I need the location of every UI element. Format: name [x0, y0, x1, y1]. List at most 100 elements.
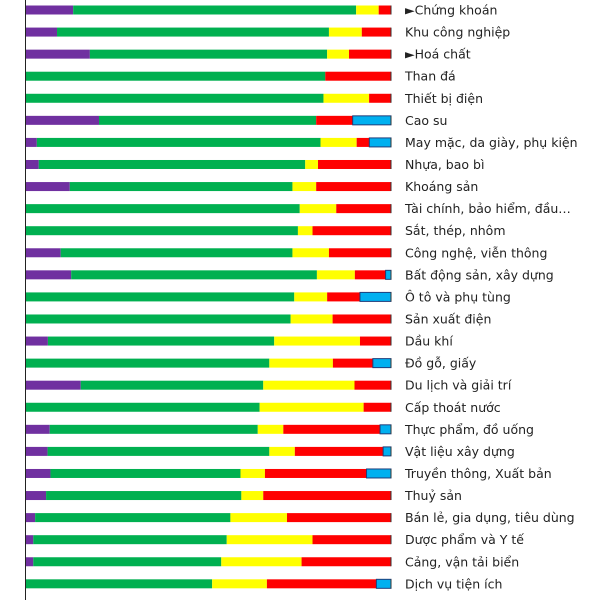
bar-segment-may-mac-da-giay-phu-kien-2	[320, 137, 357, 147]
bar-segment-vat-lieu-xay-dung-3	[294, 446, 384, 456]
bar-segment-khoang-san-3	[316, 182, 392, 192]
bar-segment-hoa-chat-1	[89, 49, 328, 59]
bar-segment-dich-vu-tien-ich-1	[26, 579, 213, 589]
bar-segment-cang-van-tai-bien-2	[221, 557, 302, 567]
category-label-duoc-pham-va-y-te: Dược phẩm và Y tế	[405, 532, 524, 547]
bar-segment-cong-nghe-vien-thong-2	[292, 248, 329, 258]
bar-segment-cap-thoat-nuoc-3	[363, 402, 392, 412]
bar-segment-ban-le-gia-dung-tieu-dung-3	[286, 513, 391, 523]
bar-segment-o-to-va-phu-tung-1	[26, 292, 295, 302]
bar-segment-duoc-pham-va-y-te-1	[33, 535, 227, 545]
bar-segment-duoc-pham-va-y-te-2	[226, 535, 313, 545]
bar-segment-cong-nghe-vien-thong-3	[328, 248, 391, 258]
category-label-ban-le-gia-dung-tieu-dung: Bán lẻ, gia dụng, tiêu dùng	[405, 510, 575, 525]
bar-segment-nhua-bao-bi-1	[38, 159, 306, 169]
bar-segment-chung-khoan-3	[378, 5, 391, 15]
bar-segment-chung-khoan-0	[26, 5, 74, 15]
bar-segment-o-to-va-phu-tung-3	[327, 292, 360, 302]
bar-segment-truyen-thong-xuat-ban-0	[26, 468, 51, 478]
bar-segment-cong-nghe-vien-thong-1	[60, 248, 293, 258]
bar-segment-cap-thoat-nuoc-2	[259, 402, 364, 412]
bar-segment-bat-dong-san-xay-dung-0	[26, 270, 72, 280]
bar-segment-dau-khi-1	[47, 336, 275, 346]
bar-segment-sat-thep-nhom-3	[312, 226, 391, 236]
bar-segment-ban-le-gia-dung-tieu-dung-0	[26, 513, 36, 523]
bar-segment-thiet-bi-dien-2	[323, 93, 370, 103]
category-label-cap-thoat-nuoc: Cấp thoát nước	[405, 400, 501, 415]
bar-segment-tai-chinh-bao-hiem-dau-2	[299, 204, 337, 214]
category-label-hoa-chat: ►Hoá chất	[405, 47, 471, 62]
bar-segment-nhua-bao-bi-3	[318, 159, 391, 169]
bar-segment-do-go-giay-2	[269, 358, 333, 368]
category-label-do-go-giay: Đồ gỗ, giấy	[405, 356, 477, 371]
category-label-thuy-san: Thuỷ sản	[404, 488, 462, 503]
bar-segment-cao-su-3	[316, 115, 353, 125]
bar-segment-khoang-san-0	[26, 182, 70, 192]
category-label-chung-khoan: ►Chứng khoán	[405, 3, 497, 18]
bar-segment-ban-le-gia-dung-tieu-dung-2	[230, 513, 287, 523]
category-label-tai-chinh-bao-hiem-dau: Tài chính, bảo hiểm, đầu…	[404, 201, 571, 216]
bar-segment-dich-vu-tien-ich-2	[212, 579, 267, 589]
bar-segment-dau-khi-3	[359, 336, 391, 346]
bar-segment-du-lich-va-giai-tri-1	[80, 380, 264, 390]
bar-segment-thuc-pham-do-uong-1	[49, 424, 258, 434]
category-label-bat-dong-san-xay-dung: Bất động sản, xây dựng	[405, 267, 554, 282]
bar-segment-may-mac-da-giay-phu-kien-4	[368, 137, 392, 148]
bar-segment-cong-nghe-vien-thong-0	[26, 248, 61, 258]
bar-segment-cao-su-0	[26, 115, 99, 125]
bar-segment-thiet-bi-dien-1	[26, 93, 324, 103]
bar-segment-vat-lieu-xay-dung-4	[382, 446, 392, 457]
bar-segment-cang-van-tai-bien-3	[301, 557, 391, 567]
bar-segment-khu-cong-nghiep-2	[328, 27, 362, 37]
category-label-than-da: Than đá	[404, 69, 456, 84]
category-label-vat-lieu-xay-dung: Vật liệu xây dựng	[405, 444, 515, 459]
bar-segment-may-mac-da-giay-phu-kien-3	[356, 137, 370, 147]
bar-segment-may-mac-da-giay-phu-kien-0	[26, 137, 37, 147]
bar-segment-thuy-san-3	[263, 491, 391, 501]
bar-segment-truyen-thong-xuat-ban-2	[240, 468, 265, 478]
bar-segment-vat-lieu-xay-dung-0	[26, 446, 48, 456]
category-labels: ►Chứng khoán Khu công nghiệp ►Hoá chất Than…	[404, 3, 578, 592]
category-label-may-mac-da-giay-phu-kien: May mặc, da giày, phụ kiện	[405, 135, 578, 150]
bar-segment-nhua-bao-bi-0	[26, 159, 39, 169]
bar-segment-o-to-va-phu-tung-4	[359, 291, 392, 302]
bar-segment-thuc-pham-do-uong-4	[379, 424, 392, 435]
bar-segment-chung-khoan-1	[73, 5, 357, 15]
category-label-cong-nghe-vien-thong: Công nghệ, viễn thông	[405, 245, 547, 260]
bar-segment-du-lich-va-giai-tri-0	[26, 380, 81, 390]
category-label-o-to-va-phu-tung: Ô tô và phụ tùng	[405, 289, 511, 304]
bar-segment-hoa-chat-2	[327, 49, 350, 59]
bar-segment-khoang-san-2	[292, 182, 317, 192]
category-label-khoang-san: Khoáng sản	[405, 179, 478, 194]
category-label-cang-van-tai-bien: Cảng, vận tải biển	[405, 554, 519, 569]
bar-segment-do-go-giay-1	[26, 358, 270, 368]
bar-segment-bat-dong-san-xay-dung-2	[316, 270, 355, 280]
bar-segment-nhua-bao-bi-2	[305, 159, 318, 169]
bar-segment-vat-lieu-xay-dung-1	[47, 446, 270, 456]
bar-segment-chung-khoan-2	[356, 5, 379, 15]
bar-segment-thuc-pham-do-uong-0	[26, 424, 50, 434]
bar-segment-tai-chinh-bao-hiem-dau-3	[336, 204, 391, 214]
bar-segment-tai-chinh-bao-hiem-dau-1	[26, 204, 300, 214]
bar-segment-san-xuat-dien-2	[290, 314, 333, 324]
bar-segment-san-xuat-dien-3	[332, 314, 391, 324]
bar-segment-thiet-bi-dien-3	[369, 93, 391, 103]
bar-segment-bat-dong-san-xay-dung-1	[71, 270, 317, 280]
bar-segment-dau-khi-0	[26, 336, 48, 346]
bar-segment-thuy-san-0	[26, 491, 47, 501]
category-label-sat-thep-nhom: Sắt, thép, nhôm	[405, 223, 506, 238]
bar-segment-dau-khi-2	[274, 336, 360, 346]
bar-segment-khu-cong-nghiep-3	[361, 27, 391, 37]
bar-segment-thuy-san-2	[241, 491, 264, 501]
bar-segment-cang-van-tai-bien-1	[33, 557, 222, 567]
bars-layer	[26, 5, 392, 589]
category-label-truyen-thong-xuat-ban: Truyền thông, Xuất bản	[404, 466, 552, 481]
bar-segment-truyen-thong-xuat-ban-1	[50, 468, 241, 478]
bar-segment-do-go-giay-3	[332, 358, 373, 368]
category-label-du-lich-va-giai-tri: Du lịch và giải trí	[405, 378, 512, 393]
category-label-thuc-pham-do-uong: Thực phẩm, đồ uống	[404, 422, 534, 437]
bar-segment-truyen-thong-xuat-ban-3	[264, 468, 367, 478]
bar-segment-thuy-san-1	[46, 491, 242, 501]
bar-segment-thuc-pham-do-uong-2	[257, 424, 284, 434]
